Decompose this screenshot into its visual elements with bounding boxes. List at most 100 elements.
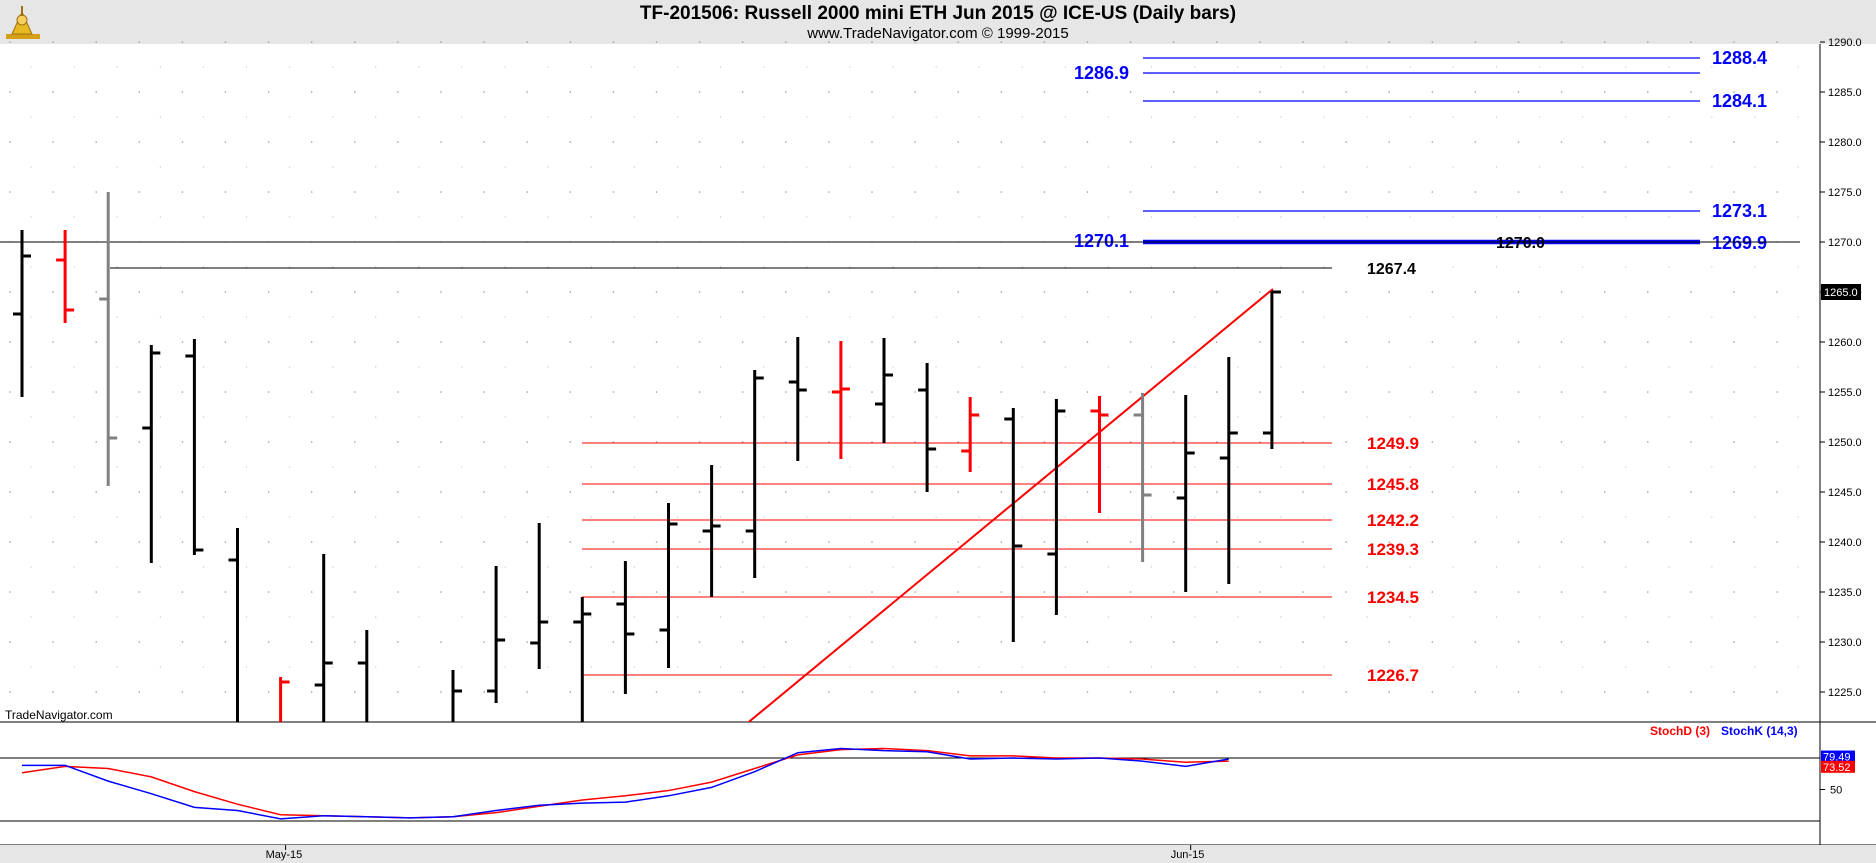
grid-dot	[1495, 416, 1497, 418]
grid-dot	[720, 366, 722, 368]
grid-dot	[1625, 66, 1627, 68]
grid-dot	[52, 391, 54, 393]
grid-dot	[138, 641, 141, 643]
grid-dot	[1107, 366, 1110, 368]
grid-dot	[1172, 391, 1175, 393]
grid-dot	[1302, 491, 1304, 493]
grid-dot	[224, 341, 227, 343]
grid-dot	[935, 616, 937, 618]
grid-dot	[1474, 41, 1477, 43]
grid-dot	[1582, 116, 1584, 118]
grid-dot	[978, 266, 980, 268]
grid-dot	[1151, 566, 1153, 568]
grid-dot	[1388, 141, 1390, 143]
grid-dot	[461, 666, 463, 668]
grid-dot	[1754, 166, 1756, 168]
grid-dot	[569, 691, 572, 693]
grid-dot	[547, 416, 549, 418]
grid-dot	[1280, 316, 1282, 318]
grid-dot	[354, 541, 356, 543]
grid-dot	[1733, 641, 1735, 643]
grid-dot	[1345, 541, 1347, 543]
grid-dot	[569, 641, 572, 643]
grid-dot	[116, 316, 118, 318]
grid-dot	[289, 666, 291, 668]
grid-dot	[504, 666, 506, 668]
grid-dot	[1647, 341, 1649, 343]
grid-dot	[1711, 616, 1713, 618]
grid-dot	[332, 666, 334, 668]
grid-dot	[1452, 66, 1454, 68]
grid-dot	[1668, 616, 1670, 618]
grid-dot	[914, 491, 916, 493]
grid-dot	[202, 616, 204, 618]
grid-dot	[73, 366, 75, 368]
grid-dot	[397, 441, 399, 443]
grid-dot	[1668, 366, 1670, 368]
ohlc-bar	[530, 523, 549, 669]
grid-dot	[1474, 491, 1477, 493]
grid-dot	[1302, 141, 1304, 143]
grid-dot	[332, 216, 334, 218]
grid-dot	[397, 691, 399, 693]
grid-dot	[310, 341, 313, 343]
grid-dot	[1086, 341, 1089, 343]
grid-dot	[1797, 466, 1799, 468]
grid-dot	[397, 391, 399, 393]
price-tick-label: 1230.0	[1828, 637, 1862, 649]
grid-dot	[267, 641, 270, 643]
grid-dot	[375, 616, 377, 618]
grid-dot	[310, 441, 313, 443]
grid-dot	[1582, 66, 1584, 68]
grid-dot	[526, 591, 528, 593]
grid-dot	[310, 541, 313, 543]
grid-dot	[828, 291, 830, 293]
grid-dot	[1711, 216, 1713, 218]
grid-dot	[1797, 116, 1799, 118]
grid-dot	[1690, 341, 1692, 343]
grid-dot	[978, 66, 980, 68]
grid-dot	[1021, 516, 1023, 518]
grid-dot	[806, 216, 808, 218]
grid-dot	[95, 541, 97, 543]
grid-dot	[526, 691, 528, 693]
grid-dot	[73, 116, 75, 118]
grid-dot	[1302, 391, 1304, 393]
grid-dot	[849, 516, 851, 518]
grid-dot	[1237, 466, 1239, 468]
grid-dot	[547, 516, 549, 518]
grid-dot	[9, 491, 11, 493]
grid-dot	[1582, 316, 1584, 318]
grid-dot	[676, 66, 679, 68]
grid-dot	[418, 66, 420, 68]
grid-dot	[181, 391, 184, 393]
grid-dot	[73, 516, 75, 518]
grid-dot	[375, 566, 377, 568]
grid-dot	[1517, 441, 1520, 443]
grid-dot	[1388, 641, 1390, 643]
grid-dot	[698, 141, 701, 143]
price-tick-label: 1290.0	[1828, 37, 1862, 49]
grid-dot	[354, 191, 356, 193]
grid-dot	[1538, 466, 1541, 468]
grid-dot	[375, 516, 377, 518]
grid-dot	[375, 166, 377, 168]
price-axis: 1225.0 1230.0 1235.0 1240.0 1245.0 1250.0 1255…	[1820, 37, 1862, 699]
grid-dot	[504, 466, 506, 468]
grid-dot	[245, 466, 248, 468]
grid-dot	[9, 541, 11, 543]
grid-dot	[1733, 441, 1735, 443]
grid-dot	[1129, 641, 1132, 643]
grid-dot	[224, 591, 227, 593]
grid-dot	[1474, 91, 1477, 93]
grid-dot	[181, 441, 184, 443]
grid-dot	[978, 116, 980, 118]
grid-dot	[1582, 516, 1584, 518]
grid-dot	[1172, 641, 1175, 643]
grid-dot	[202, 516, 204, 518]
ohlc-bar	[142, 345, 161, 563]
ohlc-bars	[13, 192, 1281, 722]
grid-dot	[1064, 516, 1066, 518]
grid-dot	[397, 541, 399, 543]
grid-dot	[354, 591, 356, 593]
